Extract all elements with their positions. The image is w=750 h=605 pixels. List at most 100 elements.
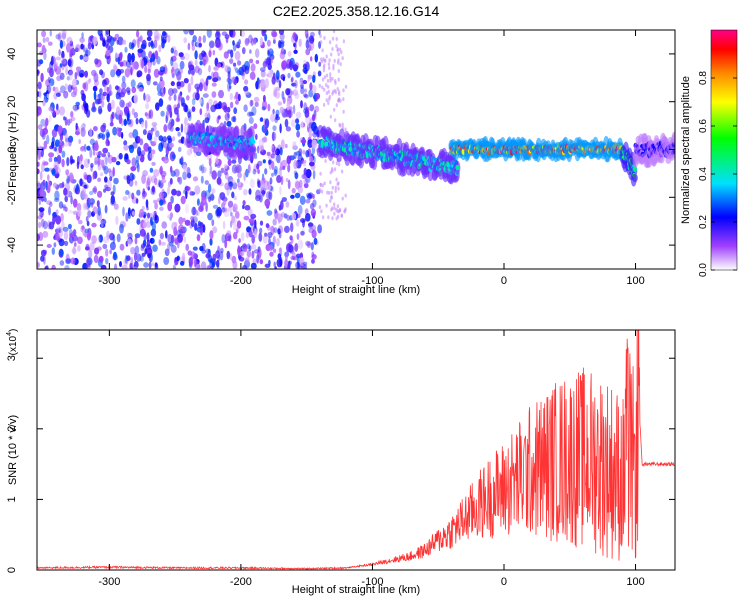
spectrogram-noise-cell <box>325 54 328 59</box>
spectrogram-noise-cell <box>211 188 216 194</box>
spectrogram-noise-cell <box>272 131 275 142</box>
spectrogram-x-tick-label: -200 <box>230 275 252 287</box>
spectrogram-noise-cell <box>305 168 312 179</box>
spectrogram-noise-cell <box>269 177 273 185</box>
spectrogram-noise-cell <box>114 263 118 269</box>
spectrogram-noise-cell <box>232 203 238 213</box>
spectrogram-noise-cell <box>302 63 308 70</box>
spectrogram-noise-cell <box>61 150 66 158</box>
spectrogram-noise-cell <box>79 154 83 162</box>
spectrogram-noise-cell <box>223 210 230 218</box>
spectrogram-noise-cell <box>224 112 230 121</box>
spectrogram-noise-cell <box>206 264 210 269</box>
spectrogram-noise-cell <box>59 260 65 266</box>
snr-y-ticks: 0 1 2 3 <box>6 355 675 573</box>
spectrogram-noise-cell <box>215 31 221 40</box>
spectrogram-noise-cell <box>312 193 315 200</box>
spectrogram-noise-cell <box>226 230 232 237</box>
spectrogram-noise-cell <box>123 175 128 180</box>
spectrogram-noise-cell <box>311 229 317 239</box>
spectrogram-noise-cell <box>279 256 283 267</box>
spectrogram-noise-cell <box>115 85 119 90</box>
spectrogram-noise-cell <box>326 84 330 89</box>
spectrogram-noise-cell <box>331 206 334 211</box>
spectrogram-noise-cell <box>200 164 205 174</box>
spectrogram-noise-cell <box>344 193 347 198</box>
spectrogram-noise-cell <box>268 69 274 78</box>
spectrogram-noise-cell <box>323 87 326 92</box>
spectrogram-noise-cell <box>250 99 254 107</box>
spectrogram-noise-cell <box>337 58 340 63</box>
spectrogram-noise-cell <box>147 253 151 259</box>
spectrogram-noise-cell <box>337 52 340 57</box>
spectrogram-noise-cell <box>274 208 278 214</box>
spectrogram-noise-cell <box>295 123 301 131</box>
spectrogram-noise-cell <box>333 206 336 211</box>
spectrogram-noise-cell <box>292 141 297 149</box>
spectrogram-noise-cell <box>269 251 274 257</box>
spectrogram-noise-cell <box>206 30 212 38</box>
spectrogram-noise-cell <box>189 190 192 196</box>
spectrogram-noise-cell <box>185 243 189 251</box>
spectrogram-noise-cell <box>54 190 60 201</box>
spectrogram-noise-cell <box>146 177 151 186</box>
spectrogram-noise-cell <box>310 37 314 45</box>
spectrogram-noise-cell <box>195 92 200 101</box>
spectrogram-noise-cell <box>38 207 45 213</box>
spectrogram-noise-cell <box>46 134 50 145</box>
spectrogram-noise-cell <box>103 156 108 162</box>
spectrogram-noise-cell <box>63 90 69 99</box>
spectrogram-noise-cell <box>244 90 250 95</box>
spectrogram-noise-cell <box>99 172 104 177</box>
spectrogram-noise-cell <box>334 185 337 190</box>
spectrogram-noise-cell <box>101 153 107 158</box>
spectrogram-noise-cell <box>127 238 132 247</box>
spectrogram-noise-cell <box>169 241 174 247</box>
spectrogram-noise-cell <box>54 139 60 147</box>
spectrogram-noise-cell <box>229 220 233 228</box>
spectrogram-noise-cell <box>128 101 132 108</box>
spectrogram-noise-cell <box>231 164 238 174</box>
snr-y-label: SNR (10 * v/v) <box>7 415 19 485</box>
spectrogram-noise-cell <box>262 60 267 67</box>
snr-x-tick-label: -300 <box>98 576 120 588</box>
spectrogram-noise-cell <box>308 132 313 138</box>
spectrogram-noise-cell <box>212 204 219 209</box>
spectrogram-noise-cell <box>48 157 53 163</box>
spectrogram-noise-cell <box>138 87 144 92</box>
spectrogram-noise-cell <box>52 86 56 92</box>
spectrogram-noise-cell <box>278 247 282 253</box>
spectrogram-noise-cell <box>167 187 170 195</box>
spectrogram-noise-cell <box>77 245 81 252</box>
spectrogram-noise-cell <box>121 265 128 269</box>
spectrogram-noise-cell <box>179 256 186 262</box>
spectrogram-noise-cell <box>333 167 337 172</box>
spectrogram-noise-cell <box>226 120 232 127</box>
spectrogram-noise-cell <box>61 158 65 168</box>
spectrogram-noise-cell <box>63 142 69 147</box>
spectrogram-noise-cell <box>272 218 277 226</box>
spectrogram-noise-cell <box>236 220 242 229</box>
spectrogram-noise-cell <box>264 78 269 89</box>
spectrogram-noise-cell <box>267 49 270 56</box>
spectrogram-noise-cell <box>42 250 47 255</box>
spectrogram-noise-cell <box>83 158 90 168</box>
spectrogram-noise-cell <box>88 36 92 46</box>
spectrogram-noise-cell <box>110 69 116 78</box>
spectrogram-noise-cell <box>288 244 294 253</box>
spectrogram-noise-cell <box>119 99 125 108</box>
spectrogram-noise-cell <box>182 252 186 261</box>
spectrogram-noise-cell <box>329 75 332 80</box>
spectrogram-noise-cell <box>341 56 344 61</box>
spectrogram-noise-cell <box>126 111 130 122</box>
spectrogram-noise-cell <box>40 72 44 83</box>
spectrogram-noise-cell <box>153 68 160 78</box>
spectrogram-noise-cell <box>148 146 152 154</box>
spectrogram-noise-cell <box>333 107 336 112</box>
spectrogram-noise-cell <box>227 200 234 208</box>
spectrogram-noise-cell <box>176 71 182 81</box>
spectrogram-noise-cell <box>107 168 112 173</box>
spectrogram-noise-cell <box>322 68 326 73</box>
spectrogram-noise-cell <box>343 209 346 214</box>
